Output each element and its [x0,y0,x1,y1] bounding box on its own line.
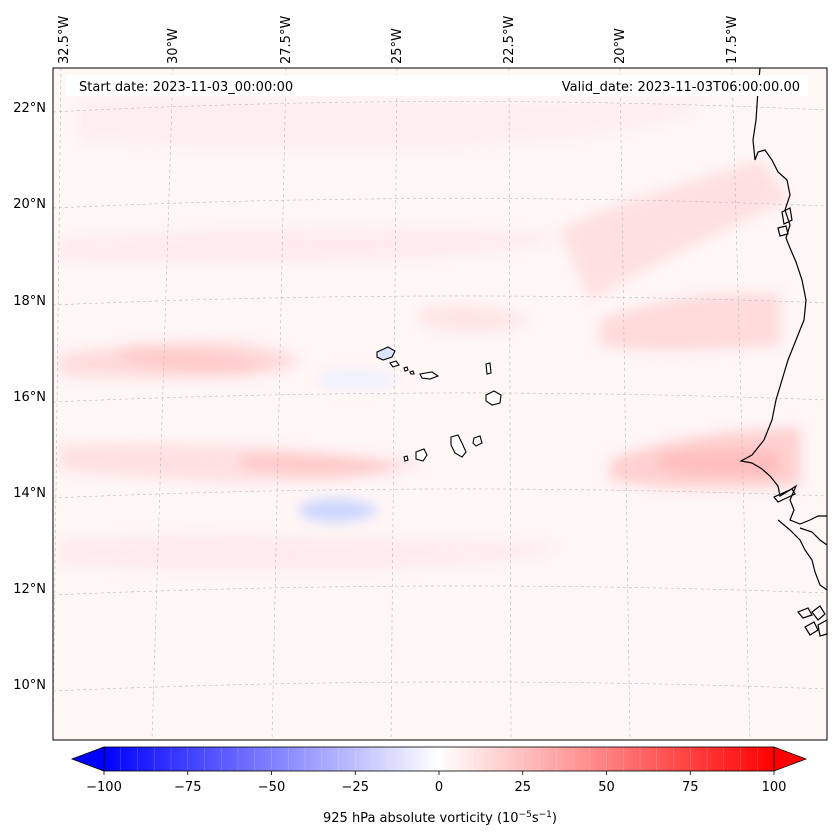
colorbar-tick-label: −75 [174,780,201,795]
island-boa-vista [485,390,502,406]
vorticity-field [60,98,800,570]
valid-date-label: Valid_date: 2023-11-03T06:00:00.00 [562,80,800,95]
colorbar-gradient [104,747,774,771]
gridline-lon-30 [151,67,174,741]
gridlines [52,67,828,741]
gridline-lat-12 [52,585,828,596]
lat-label-20: 20°N [13,197,46,212]
map-panel: Start date: 2023-11-03_00:00:00 Valid_da… [52,67,828,741]
island-santo-antao [376,346,396,361]
island-sal [485,362,492,375]
colorbar-tick-label: 0 [435,780,443,795]
gridline-lat-22 [52,101,828,113]
lat-labels: 22°N 20°N 18°N 16°N 14°N 12°N 10°N [13,101,46,693]
lon-label-20: 20°W [613,28,628,64]
lon-labels: 32.5°W 30°W 27.5°W 25°W 22.5°W 20°W 17.5… [57,16,740,64]
coastal-islet [777,225,789,237]
colorbar-ticks: −100 −75 −50 −25 0 25 50 75 100 [86,771,786,795]
colorbar-tick-label: 25 [514,780,531,795]
gridline-lat-10 [52,681,828,692]
lat-label-14: 14°N [13,486,46,501]
gridline-lon-17-5 [731,67,751,741]
map-frame [52,67,828,741]
lon-label-27-5: 27.5°W [279,16,294,64]
bijagos-island-2 [811,605,826,621]
lat-label-18: 18°N [13,294,46,309]
west-africa-coastline [739,67,828,637]
island-brava [403,455,409,462]
coastline-mainland [739,67,827,525]
lon-label-30: 30°W [166,28,181,64]
bijagos-island-1 [797,607,813,619]
lon-label-22-5: 22.5°W [502,16,517,64]
map-background [53,68,827,740]
coastline-guinea-bissau [777,519,828,591]
island-santa-luzia [403,366,409,372]
banc-d-arguin-island [781,207,793,225]
colorbar-tick-label: 100 [762,780,787,795]
gridline-lon-27-5 [271,67,287,741]
colorbar-bands [120,747,758,771]
lat-label-16: 16°N [13,390,46,405]
lon-label-17-5: 17.5°W [725,16,740,64]
colorbar-extend-max [773,746,808,772]
gridline-lon-25 [390,67,398,741]
lon-label-32-5: 32.5°W [57,16,72,64]
lat-label-22: 22°N [13,101,46,116]
colorbar-tick-label: 50 [598,780,615,795]
header-box [66,75,808,96]
colorbar-tick-label: −100 [86,780,122,795]
gridline-lat-14 [52,488,828,499]
colorbar-tick-label: −25 [342,780,369,795]
lon-label-25: 25°W [390,28,405,64]
gridline-lat-20 [52,198,828,209]
gridline-lat-16 [52,392,828,403]
start-date-label: Start date: 2023-11-03_00:00:00 [79,80,293,95]
colorbar-extend-min [70,746,105,772]
lat-label-12: 12°N [13,582,46,597]
island-sao-vicente [389,360,400,368]
coastline-gambia-river [773,488,796,503]
gridline-lon-20 [619,67,631,741]
coastline-inner [799,527,828,546]
island-santiago [450,434,467,458]
colorbar-tick-label: −50 [258,780,285,795]
colorbar: −100 −75 −50 −25 0 25 50 75 100 925 hPa absolute… [70,746,808,826]
bijagos-island-3 [804,621,819,636]
colorbar-label: 925 hPa absolute vorticity (10−5s−1) [323,810,557,826]
gridline-lat-18 [52,295,828,306]
gridline-lon-22-5 [508,67,512,741]
colorbar-tick-label: 75 [682,780,699,795]
island-maio [472,435,483,447]
island-sao-nicolau [419,371,440,380]
lat-label-10: 10°N [13,678,46,693]
island-fogo [415,448,428,462]
gridline-lon-32-5 [52,67,62,741]
cape-verde-islands [376,346,502,462]
islet [409,370,415,375]
